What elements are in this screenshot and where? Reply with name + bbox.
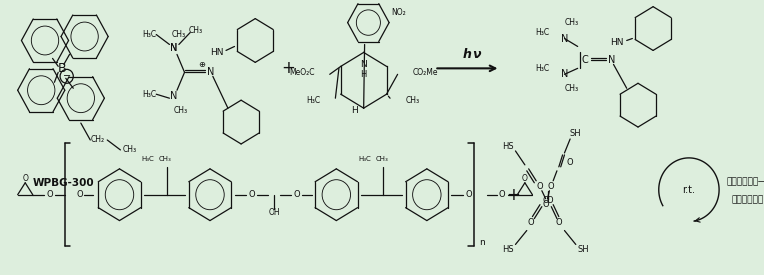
Text: n: n: [478, 238, 484, 247]
Text: H₃C: H₃C: [142, 30, 157, 39]
Text: H₃C: H₃C: [142, 90, 157, 99]
Text: CH₃: CH₃: [173, 106, 188, 115]
Text: ネットワーク: ネットワーク: [731, 195, 763, 204]
Text: HS: HS: [502, 142, 513, 152]
Text: O: O: [548, 182, 555, 191]
Text: N: N: [608, 55, 615, 65]
Text: O: O: [555, 218, 562, 227]
Text: O: O: [542, 196, 549, 205]
Text: N: N: [361, 60, 367, 69]
Text: SH: SH: [578, 245, 589, 254]
Text: CH₃: CH₃: [565, 84, 579, 93]
Text: O: O: [248, 190, 254, 199]
Text: H₃C: H₃C: [358, 156, 371, 162]
Text: HN: HN: [210, 48, 223, 57]
Text: CH₃: CH₃: [158, 156, 171, 162]
Text: HS: HS: [502, 245, 513, 254]
Text: N: N: [170, 43, 177, 53]
Text: CH₃: CH₃: [189, 26, 203, 35]
Text: B: B: [57, 62, 66, 75]
Text: O: O: [527, 218, 534, 227]
Text: CH₃: CH₃: [565, 18, 579, 27]
Text: H₃C: H₃C: [536, 28, 549, 37]
Text: h: h: [463, 48, 472, 61]
Text: CH₃: CH₃: [123, 145, 137, 155]
Text: OH: OH: [268, 208, 280, 217]
Text: O: O: [522, 174, 528, 183]
Text: H₃C: H₃C: [306, 96, 320, 105]
Text: 架橋ポリマー―: 架橋ポリマー―: [727, 177, 764, 186]
Text: +: +: [507, 186, 520, 204]
Text: C: C: [582, 55, 588, 65]
Text: −: −: [63, 71, 71, 81]
Text: MeO₂C: MeO₂C: [289, 68, 315, 77]
Text: N: N: [561, 34, 568, 43]
Text: H: H: [351, 106, 358, 115]
Text: O: O: [499, 190, 506, 199]
Text: H: H: [361, 70, 367, 79]
Text: SH: SH: [570, 128, 581, 138]
Text: O: O: [76, 190, 83, 199]
Text: ⊕: ⊕: [198, 60, 205, 69]
Text: O: O: [22, 174, 28, 183]
Text: ν: ν: [473, 48, 481, 61]
Text: H₃C: H₃C: [141, 156, 154, 162]
Text: O: O: [546, 196, 552, 205]
Text: NO₂: NO₂: [391, 8, 406, 17]
Text: +: +: [281, 59, 295, 77]
Text: N: N: [170, 43, 177, 53]
Text: O: O: [536, 182, 543, 191]
Text: CO₂Me: CO₂Me: [413, 68, 439, 77]
Text: O: O: [47, 190, 53, 199]
Text: CH₃: CH₃: [375, 156, 388, 162]
Text: N: N: [207, 67, 215, 77]
Text: H₃C: H₃C: [536, 64, 549, 73]
Text: WPBG-300: WPBG-300: [33, 178, 95, 188]
Text: O: O: [567, 158, 574, 167]
Text: O: O: [465, 190, 471, 199]
Text: O: O: [293, 190, 300, 199]
Text: N: N: [170, 91, 177, 101]
Text: HN: HN: [610, 38, 624, 47]
Text: CH₃: CH₃: [405, 96, 419, 105]
Text: N: N: [561, 69, 568, 79]
Text: r.t.: r.t.: [682, 185, 695, 195]
Text: CH₂: CH₂: [91, 136, 105, 144]
Text: CH₃: CH₃: [172, 30, 186, 39]
Text: O: O: [542, 200, 549, 209]
